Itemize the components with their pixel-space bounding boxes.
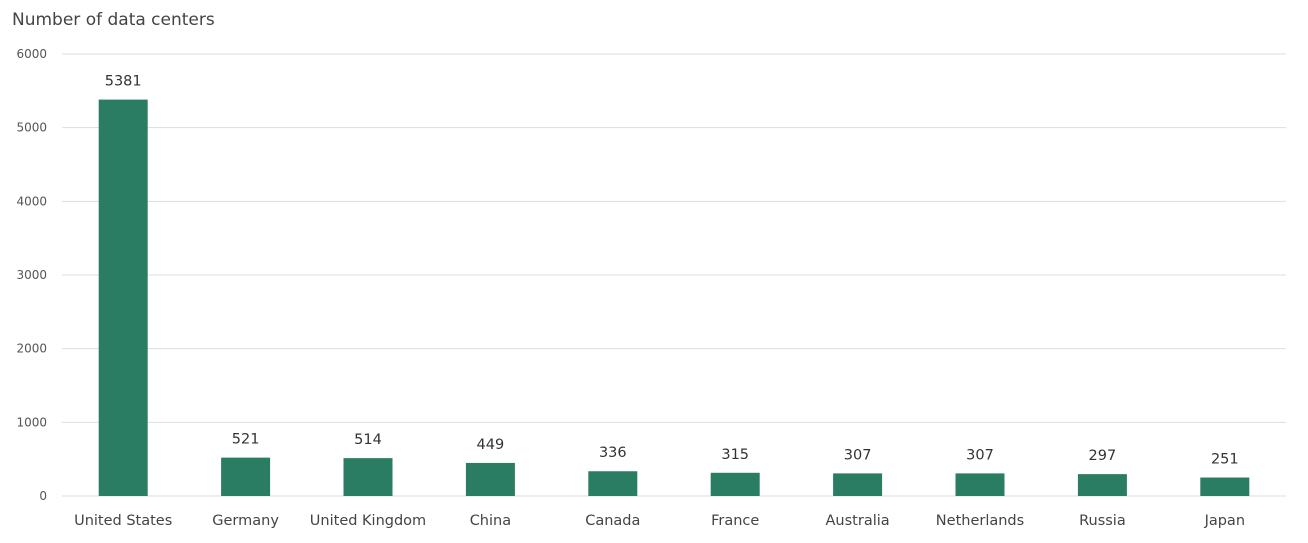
y-tick-label: 5000 [16,121,47,135]
data-label: 297 [1089,448,1117,464]
data-label: 521 [232,432,260,448]
bar [955,473,1005,496]
x-tick-label: Australia [826,513,890,529]
y-tick-label: 4000 [16,194,47,208]
y-tick-label: 2000 [16,342,47,356]
y-tick-label: 3000 [16,268,47,282]
bar [833,473,883,496]
bar [588,471,638,496]
x-tick-label: Canada [585,513,640,529]
x-tick-label: United States [74,513,172,529]
bars [98,99,1250,496]
x-tick-label: Germany [212,513,279,529]
chart-title: Number of data centers [12,10,215,30]
data-label: 251 [1211,452,1239,468]
y-axis-ticks: 0 1000 2000 3000 4000 5000 6000 [16,47,47,503]
bar [343,458,393,496]
x-tick-label: Netherlands [936,513,1024,529]
bar [1077,474,1127,496]
bar [710,472,760,496]
x-tick-label: Japan [1204,513,1245,529]
bar [465,462,515,496]
x-tick-label: France [711,513,759,529]
y-tick-label: 1000 [16,415,47,429]
data-label: 307 [966,447,994,463]
gridlines [62,53,1286,497]
bar [221,457,271,496]
x-axis-ticks: United States Germany United Kingdom China C… [74,513,1245,529]
y-tick-label: 0 [39,489,47,503]
data-labels: 5381 521 514 449 336 315 307 307 297 251 [105,74,1239,468]
bar [98,99,148,496]
x-tick-label: China [470,513,511,529]
x-tick-label: Russia [1079,513,1126,529]
data-label: 514 [354,432,382,448]
y-tick-label: 6000 [16,47,47,61]
data-label: 315 [721,447,749,463]
data-label: 307 [844,447,872,463]
data-label: 336 [599,445,627,461]
data-label: 5381 [105,74,142,90]
data-label: 449 [477,437,505,453]
x-tick-label: United Kingdom [310,513,426,529]
bar [1200,477,1250,496]
